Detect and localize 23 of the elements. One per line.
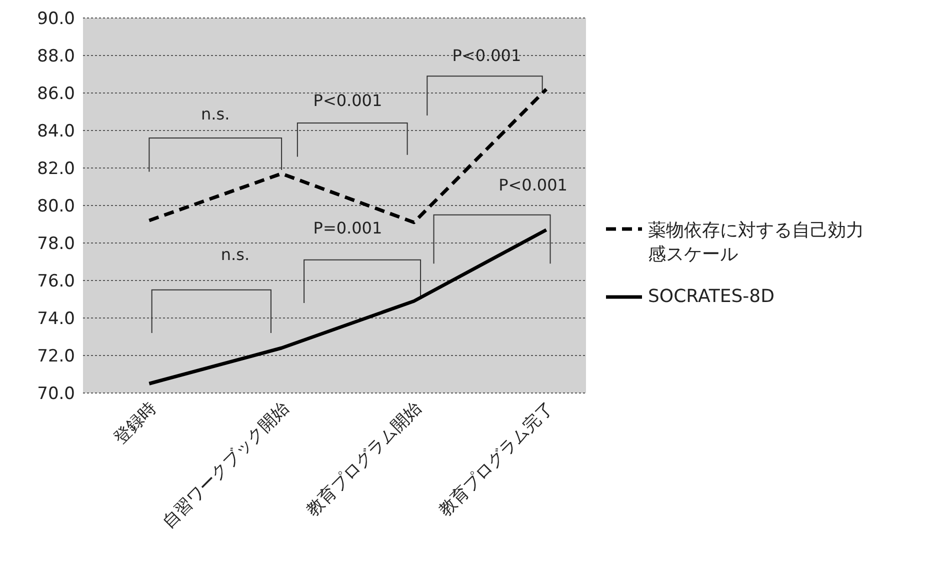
y-tick-label: 84.0: [37, 122, 75, 142]
y-tick-label: 76.0: [37, 272, 75, 292]
legend-label: SOCRATES-8D: [648, 286, 776, 307]
annotation: P<0.001: [498, 176, 568, 194]
annotation: n.s.: [220, 244, 250, 264]
x-tick-label: 自習ワークブック開始: [158, 398, 294, 533]
x-tick-label: 教育プログラム完了: [435, 398, 558, 521]
annotation: P<0.001: [313, 91, 382, 110]
annotation: P=0.001: [313, 218, 382, 238]
y-tick-label: 70.0: [37, 384, 75, 404]
y-tick-label: 90.0: [37, 9, 75, 30]
y-tick-label: 78.0: [37, 234, 75, 254]
y-tick-label: 88.0: [37, 46, 75, 67]
legend-label: 薬物依存に対する自己効力感スケール: [648, 219, 865, 266]
y-tick-label: 86.0: [37, 84, 75, 104]
annotation: P<0.001: [452, 46, 522, 66]
y-tick-label: 82.0: [37, 159, 75, 180]
y-tick-label: 80.0: [37, 196, 75, 217]
annotation: n.s.: [201, 104, 230, 124]
y-tick-label: 74.0: [37, 309, 75, 330]
y-tick-label: 72.0: [37, 346, 75, 367]
x-tick-label: 登録時: [110, 398, 161, 449]
x-tick-label: 教育プログラム開始: [303, 398, 426, 521]
